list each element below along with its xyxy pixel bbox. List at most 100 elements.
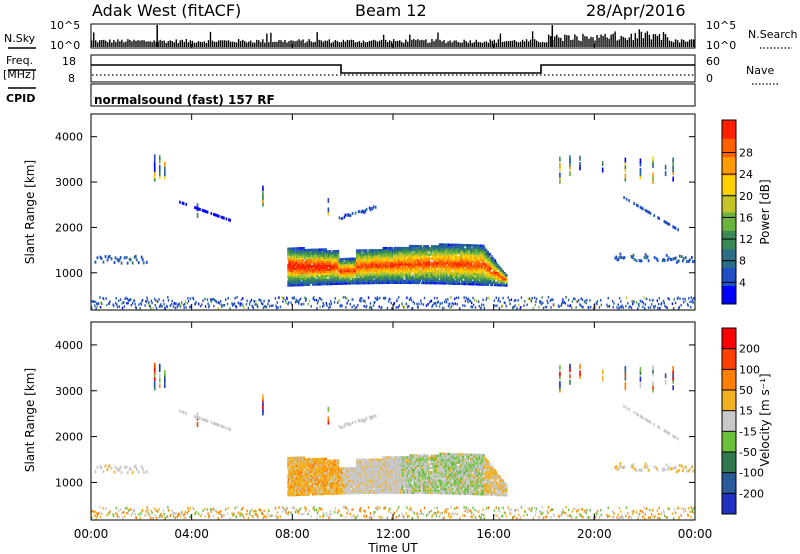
power-cell xyxy=(631,256,634,260)
power-cell xyxy=(588,306,590,310)
power-cell xyxy=(445,301,448,304)
power-cell xyxy=(207,302,209,305)
power-cell xyxy=(475,260,478,264)
power-cell xyxy=(314,277,317,280)
power-cell xyxy=(418,302,420,306)
power-cell xyxy=(430,249,433,252)
nsky-bar xyxy=(306,41,308,47)
power-cell xyxy=(279,305,282,309)
power-cell xyxy=(185,202,187,206)
power-cell xyxy=(431,275,434,279)
power-cell xyxy=(309,263,312,266)
power-cell xyxy=(292,257,295,260)
power-cell xyxy=(153,157,156,163)
power-cell xyxy=(495,263,497,266)
power-cell xyxy=(137,261,140,265)
power-cell xyxy=(684,256,687,260)
power-cell xyxy=(326,278,329,282)
power-cell xyxy=(473,250,475,253)
nsky-bar xyxy=(390,41,393,47)
power-cell xyxy=(359,279,362,283)
power-cell xyxy=(451,302,453,305)
power-cell xyxy=(320,281,323,284)
power-cell xyxy=(349,272,352,275)
power-cell xyxy=(581,298,584,301)
nsky-bar xyxy=(95,40,97,47)
power-cell xyxy=(415,265,418,268)
power-cell xyxy=(385,249,387,252)
power-cell xyxy=(131,261,134,265)
power-cell xyxy=(347,263,349,267)
velocity-cell xyxy=(290,485,293,489)
power-cell xyxy=(426,267,429,270)
power-cell xyxy=(116,303,118,306)
power-cell xyxy=(286,297,289,301)
nsky-bar xyxy=(161,40,163,47)
power-cell xyxy=(379,271,382,274)
power-cell xyxy=(457,262,460,265)
power-cell xyxy=(452,264,455,267)
power-cell xyxy=(364,300,367,304)
power-cell xyxy=(153,167,156,173)
nsky-bar xyxy=(445,42,447,47)
power-cell xyxy=(406,265,409,268)
nsky-spike xyxy=(551,25,554,47)
power-cell xyxy=(341,216,344,220)
power-cell xyxy=(204,209,206,213)
power-cell xyxy=(153,170,156,176)
nsky-bar xyxy=(276,41,278,47)
power-cell xyxy=(415,269,418,272)
power-cell xyxy=(416,277,419,281)
power-cell xyxy=(423,265,426,268)
power-cell xyxy=(392,267,394,270)
power-cell xyxy=(104,255,107,259)
nsky-bar xyxy=(149,41,151,47)
power-cell xyxy=(96,302,98,305)
power-cell xyxy=(296,277,298,281)
power-cell xyxy=(465,296,467,300)
power-cell xyxy=(334,297,336,300)
power-cell xyxy=(335,264,338,267)
power-cell xyxy=(299,255,302,258)
power-cell xyxy=(572,297,575,300)
nsky-bar xyxy=(239,40,242,47)
power-cell xyxy=(337,253,340,257)
power-cell xyxy=(195,300,197,304)
nsky-bar xyxy=(286,42,288,47)
power-cell xyxy=(622,306,625,309)
nsky-bar xyxy=(435,39,437,47)
power-cell xyxy=(449,247,452,251)
power-cell xyxy=(330,300,332,303)
power-cell xyxy=(665,305,667,309)
power-cell xyxy=(333,301,336,304)
power-cell xyxy=(528,297,531,300)
nsky-bar xyxy=(302,39,304,47)
power-cell xyxy=(477,300,480,303)
power-cell xyxy=(445,276,448,279)
power-cell xyxy=(485,248,488,252)
power-cell xyxy=(540,303,543,306)
power-cell xyxy=(418,265,421,268)
power-cell xyxy=(299,261,302,264)
power-cell xyxy=(210,300,212,303)
power-cell xyxy=(241,303,243,306)
nsky-bar xyxy=(397,40,399,47)
power-cell xyxy=(417,253,420,256)
power-cell xyxy=(189,305,191,309)
power-cell xyxy=(249,300,251,304)
power-cell xyxy=(248,303,251,306)
power-cell xyxy=(513,299,516,302)
nsky-bar xyxy=(535,40,538,47)
power-cell xyxy=(332,268,335,271)
power-cell xyxy=(341,268,343,271)
nsky-bar xyxy=(388,40,391,47)
power-cell xyxy=(498,306,501,310)
power-cell xyxy=(384,251,386,254)
power-cell xyxy=(586,298,588,302)
power-cell xyxy=(294,300,297,304)
power-cell xyxy=(500,267,503,271)
power-cell xyxy=(138,303,140,306)
nsky-bar xyxy=(344,41,347,47)
power-cell xyxy=(633,202,635,206)
velocity-cell xyxy=(289,456,291,460)
